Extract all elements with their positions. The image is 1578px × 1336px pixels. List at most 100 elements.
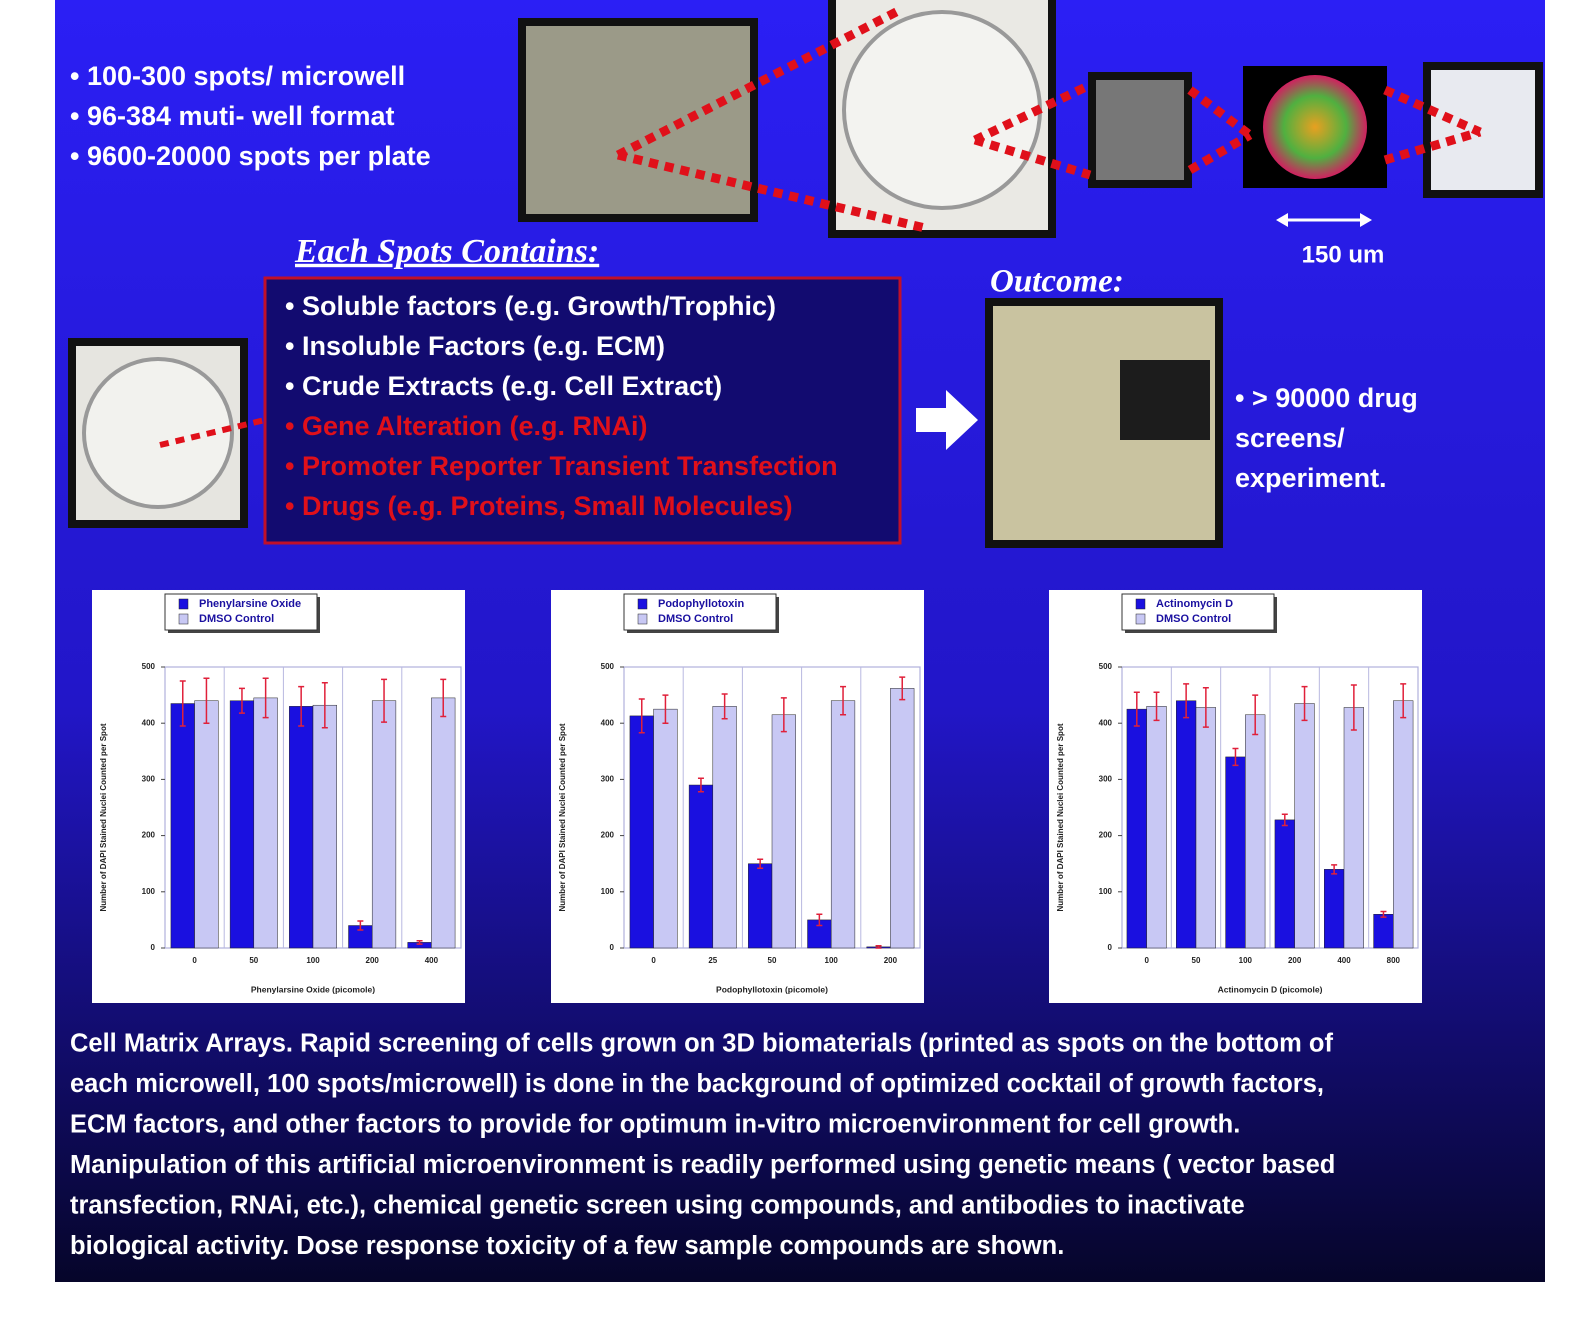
photo-plate [526,26,750,214]
bar [230,701,254,948]
bar [254,698,278,948]
bar [689,785,713,948]
y-tick-label: 400 [142,718,156,727]
y-axis-label: Number of DAPI Stained Nuclei Counted pe… [558,723,567,911]
x-tick-label: 50 [1192,956,1201,965]
x-tick-label: 50 [249,956,258,965]
y-tick-label: 500 [601,662,615,671]
bar [748,864,772,948]
x-tick-label: 25 [708,956,717,965]
x-tick-label: 50 [768,956,777,965]
bar [654,709,678,948]
bar [1127,709,1147,948]
spots-item: • Promoter Reporter Transient Transfecti… [285,451,838,481]
y-tick-label: 100 [1099,887,1113,896]
bar [831,701,855,948]
caption-line: each microwell, 100 spots/microwell) is … [70,1070,1324,1098]
bar [713,706,737,948]
legend-swatch [179,614,188,624]
legend-swatch [1136,614,1145,624]
bar [1245,715,1265,948]
bar [313,705,337,948]
chart-panel [551,590,924,1003]
spots-title: Each Spots Contains: [294,233,599,270]
bar [1374,914,1394,948]
caption-line: ECM factors, and other factors to provid… [70,1111,1240,1139]
bar [289,706,313,948]
bar [1344,707,1364,948]
x-tick-label: 100 [825,956,839,965]
legend-swatch [638,599,647,609]
x-tick-label: 100 [1239,956,1253,965]
legend-swatch [1136,599,1145,609]
x-tick-label: 100 [306,956,320,965]
legend-label: Podophyllotoxin [658,598,744,610]
y-tick-label: 100 [601,887,615,896]
bar [1393,701,1413,948]
y-tick-label: 0 [151,943,156,952]
bullet: • 9600-20000 spots per plate [70,141,431,171]
bar [431,698,455,948]
y-axis-label: Number of DAPI Stained Nuclei Counted pe… [99,723,108,911]
caption-line: biological activity. Dose response toxic… [70,1232,1064,1260]
outcome-line: • > 90000 drug [1235,383,1418,413]
x-axis-label: Actinomycin D (picomole) [1218,984,1323,994]
x-axis-label: Podophyllotoxin (picomole) [716,984,828,994]
bar [1226,757,1246,948]
y-tick-label: 100 [142,887,156,896]
y-tick-label: 400 [1099,718,1113,727]
well-circle [844,12,1040,208]
y-tick-label: 500 [142,662,156,671]
caption-line: Manipulation of this artificial microenv… [70,1151,1335,1179]
spots-item: • Soluble factors (e.g. Growth/Trophic) [285,291,776,321]
legend-label: Phenylarsine Oxide [199,598,301,610]
legend-swatch [179,599,188,609]
y-tick-label: 0 [610,943,615,952]
bar [890,688,914,948]
y-tick-label: 300 [601,775,615,784]
x-tick-label: 200 [366,956,380,965]
photo-spot [1263,75,1367,179]
slide: • 100-300 spots/ microwell • 96-384 muti… [0,0,1578,1336]
chart: 0100200300400500Number of DAPI Stained N… [92,590,465,1003]
x-tick-label: 0 [192,956,197,965]
outcome-line: experiment. [1235,463,1387,493]
x-tick-label: 400 [1337,956,1351,965]
bar [1295,704,1315,948]
y-tick-label: 200 [142,831,156,840]
bar [1324,869,1344,948]
robot-arm [1120,360,1210,440]
spots-item: • Insoluble Factors (e.g. ECM) [285,331,665,361]
bar [1275,820,1295,948]
legend-label: DMSO Control [658,613,733,625]
bar [195,701,219,948]
photo-matrix [1096,80,1184,180]
y-tick-label: 0 [1108,943,1113,952]
x-tick-label: 400 [425,956,439,965]
photo-array [1431,70,1535,190]
bar [1176,701,1196,948]
legend-label: DMSO Control [1156,613,1231,625]
bullet: • 100-300 spots/ microwell [70,61,405,91]
outcome-title: Outcome: [990,264,1124,300]
legend-label: DMSO Control [199,613,274,625]
x-tick-label: 0 [651,956,656,965]
bar [372,701,396,948]
spots-item: • Crude Extracts (e.g. Cell Extract) [285,371,722,401]
bar [630,716,654,948]
y-tick-label: 400 [601,718,615,727]
y-axis-label: Number of DAPI Stained Nuclei Counted pe… [1056,723,1065,911]
y-tick-label: 500 [1099,662,1113,671]
bar [171,704,195,948]
x-axis-label: Phenylarsine Oxide (picomole) [251,984,375,994]
y-tick-label: 300 [142,775,156,784]
chart-panel [92,590,465,1003]
legend-label: Actinomycin D [1156,598,1233,610]
x-tick-label: 200 [884,956,898,965]
scale-label: 150 um [1302,241,1385,268]
x-tick-label: 200 [1288,956,1302,965]
spots-item: • Drugs (e.g. Proteins, Small Molecules) [285,491,793,521]
bullet: • 96-384 muti- well format [70,101,395,131]
